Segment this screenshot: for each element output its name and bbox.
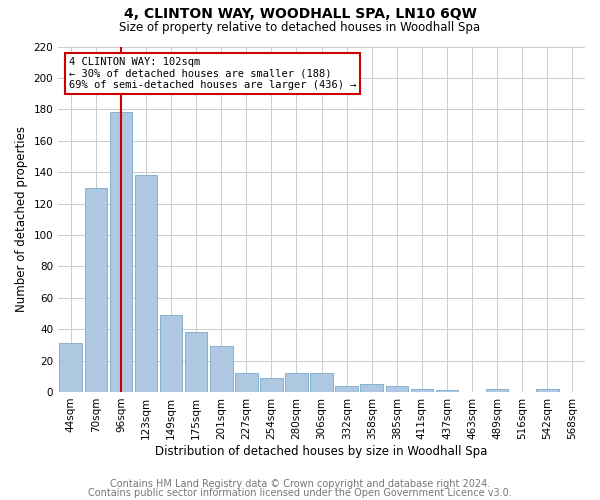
Bar <box>260 378 283 392</box>
Bar <box>486 389 508 392</box>
Bar <box>285 373 308 392</box>
Bar <box>85 188 107 392</box>
Text: 4, CLINTON WAY, WOODHALL SPA, LN10 6QW: 4, CLINTON WAY, WOODHALL SPA, LN10 6QW <box>124 8 476 22</box>
Bar <box>210 346 233 392</box>
Text: Contains public sector information licensed under the Open Government Licence v3: Contains public sector information licen… <box>88 488 512 498</box>
Bar <box>160 315 182 392</box>
Bar <box>185 332 208 392</box>
Bar <box>134 176 157 392</box>
Bar <box>536 389 559 392</box>
Text: Size of property relative to detached houses in Woodhall Spa: Size of property relative to detached ho… <box>119 21 481 34</box>
Bar <box>235 373 257 392</box>
Bar <box>410 389 433 392</box>
Bar <box>310 373 333 392</box>
Bar <box>386 386 408 392</box>
Bar <box>335 386 358 392</box>
Bar <box>361 384 383 392</box>
Text: 4 CLINTON WAY: 102sqm
← 30% of detached houses are smaller (188)
69% of semi-det: 4 CLINTON WAY: 102sqm ← 30% of detached … <box>69 57 356 90</box>
Text: Contains HM Land Registry data © Crown copyright and database right 2024.: Contains HM Land Registry data © Crown c… <box>110 479 490 489</box>
Y-axis label: Number of detached properties: Number of detached properties <box>15 126 28 312</box>
Bar <box>110 112 132 392</box>
X-axis label: Distribution of detached houses by size in Woodhall Spa: Distribution of detached houses by size … <box>155 444 488 458</box>
Bar <box>59 344 82 392</box>
Bar <box>436 390 458 392</box>
